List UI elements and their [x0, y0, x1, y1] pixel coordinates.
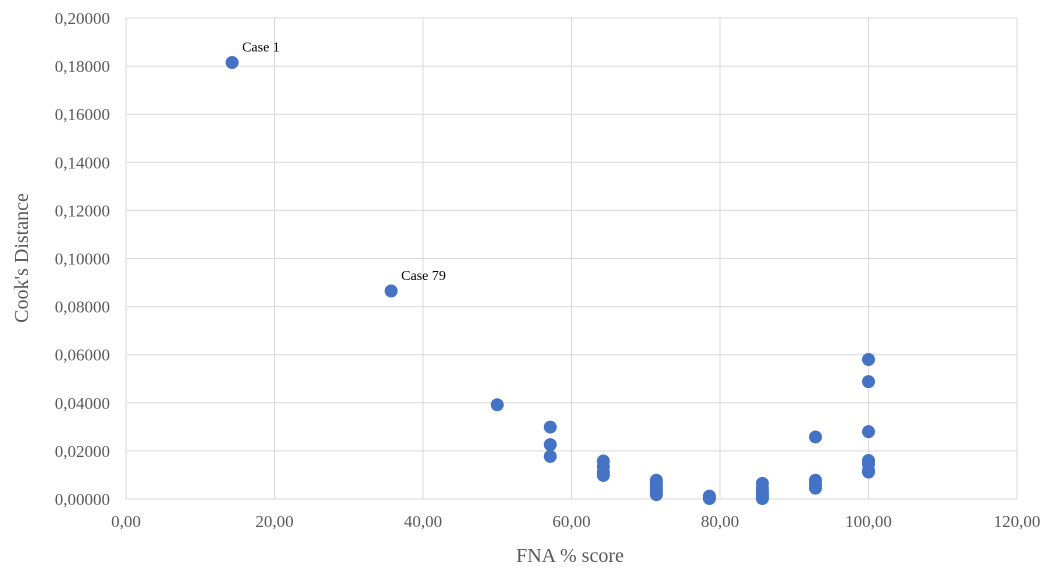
y-tick-label: 0,02000	[55, 442, 110, 461]
point-annotation: Case 79	[401, 269, 446, 284]
annotations: Case 1 Case 79	[242, 40, 446, 283]
y-tick-label: 0,10000	[55, 250, 110, 269]
y-axis-ticks: 0,00000 0,02000 0,04000 0,06000 0,08000 0,100…	[55, 9, 110, 509]
data-point	[543, 420, 557, 434]
y-tick-label: 0,14000	[55, 153, 110, 172]
x-tick-label: 80,00	[701, 512, 739, 531]
data-point	[755, 492, 769, 506]
data-point	[384, 284, 398, 298]
data-point	[862, 465, 875, 479]
y-tick-label: 0,06000	[55, 346, 110, 365]
y-tick-label: 0,00000	[55, 490, 110, 509]
data-point	[808, 430, 822, 444]
data-point	[225, 55, 239, 69]
data-point	[702, 492, 716, 506]
x-tick-label: 60,00	[552, 512, 590, 531]
data-point	[808, 481, 822, 495]
data-point	[862, 425, 875, 439]
data-point	[490, 398, 504, 412]
data-point	[543, 438, 557, 452]
data-point	[862, 375, 875, 389]
y-tick-label: 0,12000	[55, 201, 110, 220]
x-axis-title: FNA % score	[516, 545, 624, 567]
y-tick-label: 0,08000	[55, 298, 110, 317]
point-annotation: Case 1	[242, 40, 280, 55]
y-axis-title: Cook's Distance	[11, 193, 33, 323]
x-tick-label: 120,00	[994, 512, 1041, 531]
x-tick-label: 0,00	[111, 512, 141, 531]
data-point	[543, 449, 557, 463]
x-tick-label: 40,00	[404, 512, 442, 531]
y-tick-label: 0,04000	[55, 394, 110, 413]
data-points	[225, 55, 875, 506]
x-tick-label: 20,00	[255, 512, 293, 531]
x-axis-ticks: 0,00 20,00 40,00 60,00 80,00 100,00 120,00	[111, 512, 1040, 531]
data-point	[649, 488, 663, 502]
y-tick-label: 0,20000	[55, 9, 110, 28]
x-tick-label: 100,00	[845, 512, 892, 531]
data-point	[862, 353, 875, 367]
y-tick-label: 0,16000	[55, 105, 110, 124]
data-point	[596, 468, 610, 482]
y-tick-label: 0,18000	[55, 57, 110, 76]
gridlines	[125, 17, 1018, 500]
